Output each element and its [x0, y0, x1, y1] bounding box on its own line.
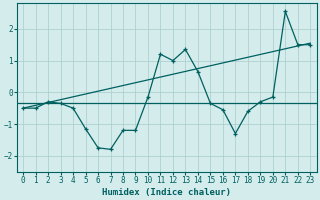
X-axis label: Humidex (Indice chaleur): Humidex (Indice chaleur) [102, 188, 231, 197]
